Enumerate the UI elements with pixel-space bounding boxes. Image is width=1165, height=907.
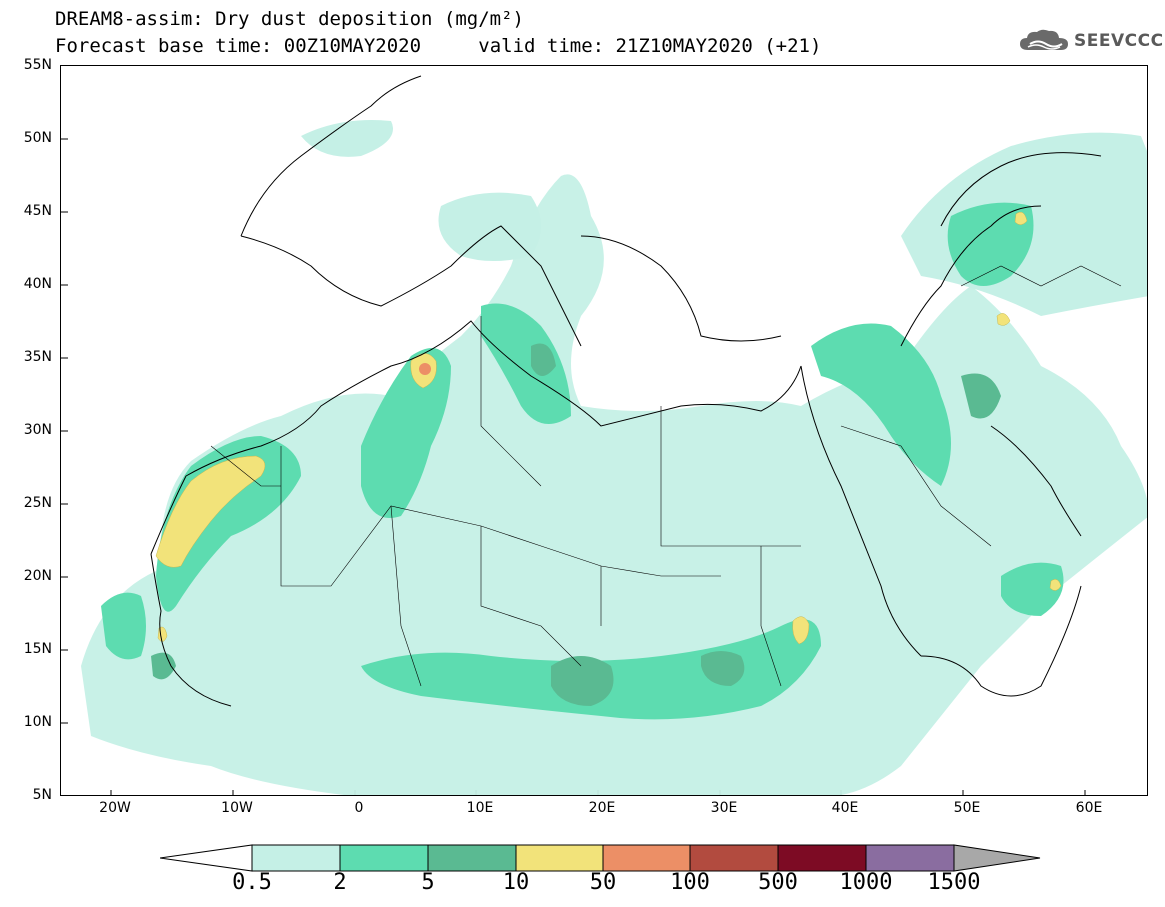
colorbar-label: 2 [333,870,347,895]
seevccc-logo: SEEVCCC [1018,28,1164,54]
x-tick-label: 40E [831,800,859,816]
x-tick-label: 0 [354,800,364,816]
y-tick-label: 25N [23,495,52,511]
map-canvas [61,75,1147,795]
country-borders [210,265,1122,687]
y-tick-label: 30N [23,422,52,438]
colorbar-over-arrow [953,844,1041,872]
colorbar-segment [339,844,429,872]
colorbar-under-arrow [160,844,253,872]
x-tick-label: 10W [221,800,253,816]
deposition-level-50 [419,363,431,375]
map-title: DREAM8-assim: Dry dust deposition (mg/m²… [55,8,524,30]
colorbar [160,844,1041,872]
y-tick-label: 35N [23,349,52,365]
x-tick-label: 50E [953,800,981,816]
valid-time: valid time: 21Z10MAY2020 (+21) [478,35,822,57]
colorbar-label: 5 [421,870,435,895]
map-area [60,65,1148,796]
y-tick-label: 45N [23,203,52,219]
colorbar-label: 1500 [927,870,981,895]
colorbar-segment [865,844,955,872]
logo-text: SEEVCCC [1074,31,1164,51]
colorbar-segment [515,844,604,872]
coastlines [150,75,1102,707]
colorbar-label: 10 [502,870,530,895]
colorbar-segment [602,844,691,872]
x-tick-label: 60E [1075,800,1103,816]
x-tick-label: 30E [710,800,738,816]
colorbar-label: 0.5 [232,870,272,895]
colorbar-label: 500 [758,870,798,895]
y-tick-label: 40N [23,276,52,292]
y-tick-label: 10N [23,714,52,730]
y-tick-label: 20N [23,568,52,584]
forecast-base-time: Forecast base time: 00Z10MAY2020 [55,35,422,57]
colorbar-segment [427,844,517,872]
colorbar-label: 1000 [839,870,893,895]
y-tick-label: 5N [32,787,52,803]
colorbar-label: 50 [589,870,617,895]
colorbar-segment [689,844,779,872]
map-subtitle: Forecast base time: 00Z10MAY2020 valid t… [55,35,821,57]
x-tick-label: 20E [588,800,616,816]
x-tick-label: 20W [99,800,131,816]
cloud-icon [1020,29,1068,50]
y-tick-label: 55N [23,57,52,73]
x-tick-label: 10E [466,800,494,816]
colorbar-segment [251,844,341,872]
y-tick-label: 15N [23,641,52,657]
y-tick-label: 50N [23,130,52,146]
deposition-level-5 [151,343,1001,706]
colorbar-label: 100 [670,870,710,895]
colorbar-segment [777,844,867,872]
